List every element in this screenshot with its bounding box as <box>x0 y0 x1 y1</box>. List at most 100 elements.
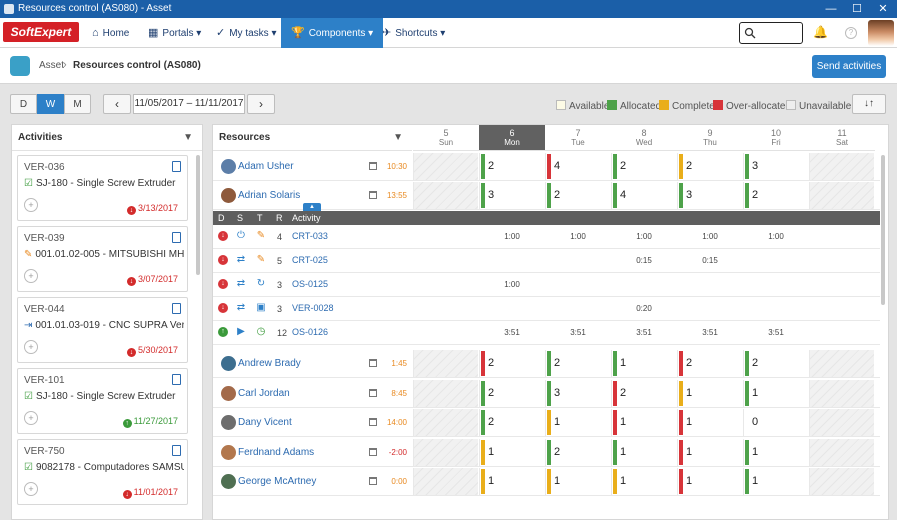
previous-week-button[interactable]: ‹ <box>103 94 131 114</box>
resource-row[interactable]: Ferdnand Adams -2:00 1 2 1 1 1 <box>213 438 880 467</box>
allocation-cell[interactable]: 2 <box>545 182 610 209</box>
allocation-cell[interactable]: 1 <box>743 379 808 407</box>
allocation-cell[interactable]: 2 <box>611 379 676 407</box>
resource-row[interactable]: Adrian Solaris 13:55 3 2 4 3 2 <box>213 181 880 210</box>
activity-row[interactable]: ↑ ▶ ◷ 12 OS-0126 3:51 3:51 3:51 3:51 3:51 <box>213 321 880 345</box>
filter-icon[interactable]: ▼ <box>393 132 403 143</box>
allocation-cell[interactable]: 2 <box>743 350 808 377</box>
activities-scrollbar[interactable] <box>196 155 200 275</box>
search-input[interactable] <box>739 22 803 44</box>
view-day-button[interactable]: D <box>10 94 37 114</box>
allocation-cell[interactable]: 1 <box>677 468 742 495</box>
allocation-cell[interactable]: 2 <box>479 153 544 180</box>
allocation-cell[interactable]: 2 <box>545 350 610 377</box>
activity-row[interactable]: ↓ ⇄ ▣ 3 VER-0028 0:20 <box>213 297 880 321</box>
allocation-cell[interactable]: 3 <box>677 182 742 209</box>
activity-card[interactable]: VER-036 ☑ SJ-180 - Single Screw Extruder … <box>17 155 188 221</box>
allocation-cell[interactable]: 1 <box>479 468 544 495</box>
allocation-cell[interactable]: 1 <box>611 438 676 466</box>
allocation-cell[interactable]: 1 <box>677 409 742 436</box>
user-avatar[interactable] <box>868 20 894 46</box>
add-icon[interactable]: + <box>24 482 38 496</box>
allocation-cell[interactable]: 1 <box>677 379 742 407</box>
calendar-icon[interactable] <box>369 388 377 397</box>
power-icon[interactable]: ⏻ <box>236 230 246 241</box>
send-activities-button[interactable]: Send activities <box>812 55 886 78</box>
calendar-icon[interactable] <box>369 477 377 485</box>
resource-row[interactable]: George McArtney 0:00 1 1 1 1 1 <box>213 467 880 496</box>
allocation-cell[interactable]: 2 <box>479 409 544 436</box>
resource-name[interactable]: Carl Jordan <box>238 387 290 399</box>
allocation-cell[interactable]: 3 <box>743 153 808 180</box>
resource-name[interactable]: George McArtney <box>238 476 317 487</box>
help-icon[interactable]: ? <box>845 27 857 39</box>
activity-code[interactable]: OS-0126 <box>292 327 329 337</box>
activity-code[interactable]: CRT-025 <box>292 255 328 265</box>
allocation-cell[interactable]: 2 <box>479 379 544 407</box>
allocation-cell[interactable]: 1 <box>677 438 742 466</box>
transfer-icon[interactable]: ⇄ <box>236 302 246 313</box>
add-icon[interactable]: + <box>24 340 38 354</box>
collapse-arrow-icon[interactable]: ▲ <box>303 203 321 211</box>
allocation-cell[interactable]: 1 <box>479 438 544 466</box>
transfer-icon[interactable]: ⇄ <box>236 278 246 289</box>
allocation-cell[interactable]: 1 <box>743 468 808 495</box>
nav-portals[interactable]: ▦ Portals ▾ <box>148 18 201 48</box>
resource-name[interactable]: Dany Vicent <box>238 417 292 428</box>
play-icon[interactable]: ▶ <box>236 326 246 337</box>
add-icon[interactable]: + <box>24 269 38 283</box>
activity-card[interactable]: VER-101 ☑ SJ-180 - Single Screw Extruder … <box>17 368 188 434</box>
activity-code[interactable]: VER-0028 <box>292 303 334 313</box>
allocation-cell[interactable]: 0 <box>743 409 808 436</box>
resource-row[interactable]: Dany Vicent 14:00 2 1 1 1 0 <box>213 408 880 437</box>
allocation-cell[interactable]: 1 <box>545 468 610 495</box>
filter-icon[interactable]: ▼ <box>183 132 193 143</box>
calendar-icon[interactable] <box>369 162 377 170</box>
nav-my-tasks[interactable]: ✓ My tasks ▾ <box>216 18 276 48</box>
allocation-cell[interactable]: 1 <box>611 350 676 377</box>
nav-components[interactable]: 🏆 Components ▾ <box>281 18 384 48</box>
minimize-button[interactable]: — <box>825 3 837 15</box>
activity-row[interactable]: ↓ ⇄ ↻ 3 OS-0125 1:00 <box>213 273 880 297</box>
allocation-cell[interactable]: 2 <box>545 438 610 466</box>
allocation-cell[interactable]: 2 <box>677 153 742 180</box>
allocation-cell[interactable]: 2 <box>611 153 676 180</box>
clipboard-icon[interactable] <box>172 303 181 314</box>
brand-logo[interactable]: SoftExpert <box>3 22 79 42</box>
add-icon[interactable]: + <box>24 198 38 212</box>
activity-row[interactable]: ↓ ⇄ ✎ 5 CRT-025 0:15 0:15 <box>213 249 880 273</box>
clipboard-icon[interactable] <box>172 232 181 243</box>
allocation-cell[interactable]: 2 <box>479 350 544 377</box>
activity-card[interactable]: VER-750 ☑9082178 - Computadores SAMSUNG … <box>17 439 188 505</box>
clipboard-icon[interactable] <box>172 445 181 456</box>
resource-name[interactable]: Ferdnand Adams <box>238 446 315 458</box>
resource-name[interactable]: Adam Usher <box>238 161 294 172</box>
activity-row[interactable]: ↓ ⏻ ✎ 4 CRT-033 1:00 1:00 1:00 1:00 1:00 <box>213 225 880 249</box>
maximize-button[interactable]: ☐ <box>852 3 862 15</box>
calendar-icon[interactable] <box>369 447 377 456</box>
add-icon[interactable]: + <box>24 411 38 425</box>
date-range-field[interactable]: 11/05/2017 – 11/11/2017 <box>133 94 245 114</box>
sort-button[interactable]: ↓↑ <box>852 94 886 114</box>
allocation-cell[interactable]: 3 <box>545 379 610 407</box>
allocation-cell[interactable]: 1 <box>611 409 676 436</box>
allocation-cell[interactable]: 4 <box>545 153 610 180</box>
allocation-cell[interactable]: 4 <box>611 182 676 209</box>
resources-scrollbar[interactable] <box>881 155 885 305</box>
clipboard-icon[interactable] <box>172 374 181 385</box>
allocation-cell[interactable]: 1 <box>545 409 610 436</box>
nav-home[interactable]: ⌂ Home <box>92 18 129 48</box>
next-week-button[interactable]: › <box>247 94 275 114</box>
close-button[interactable]: ✕ <box>878 3 888 15</box>
transfer-icon[interactable]: ⇄ <box>236 254 246 265</box>
resource-row[interactable]: Adam Usher 10:30 2 4 2 2 3 <box>213 152 880 181</box>
allocation-cell[interactable]: 2 <box>677 350 742 377</box>
activity-code[interactable]: OS-0125 <box>292 279 329 289</box>
resource-name[interactable]: Andrew Brady <box>238 358 301 369</box>
activity-card[interactable]: VER-044 ⇥001.01.03-019 - CNC SUPRA Verti… <box>17 297 188 363</box>
allocation-cell[interactable]: 1 <box>611 468 676 495</box>
nav-shortcuts[interactable]: ✈ Shortcuts ▾ <box>382 18 445 48</box>
activity-code[interactable]: CRT-033 <box>292 231 328 241</box>
calendar-icon[interactable] <box>369 418 377 426</box>
allocation-cell[interactable]: 1 <box>743 438 808 466</box>
